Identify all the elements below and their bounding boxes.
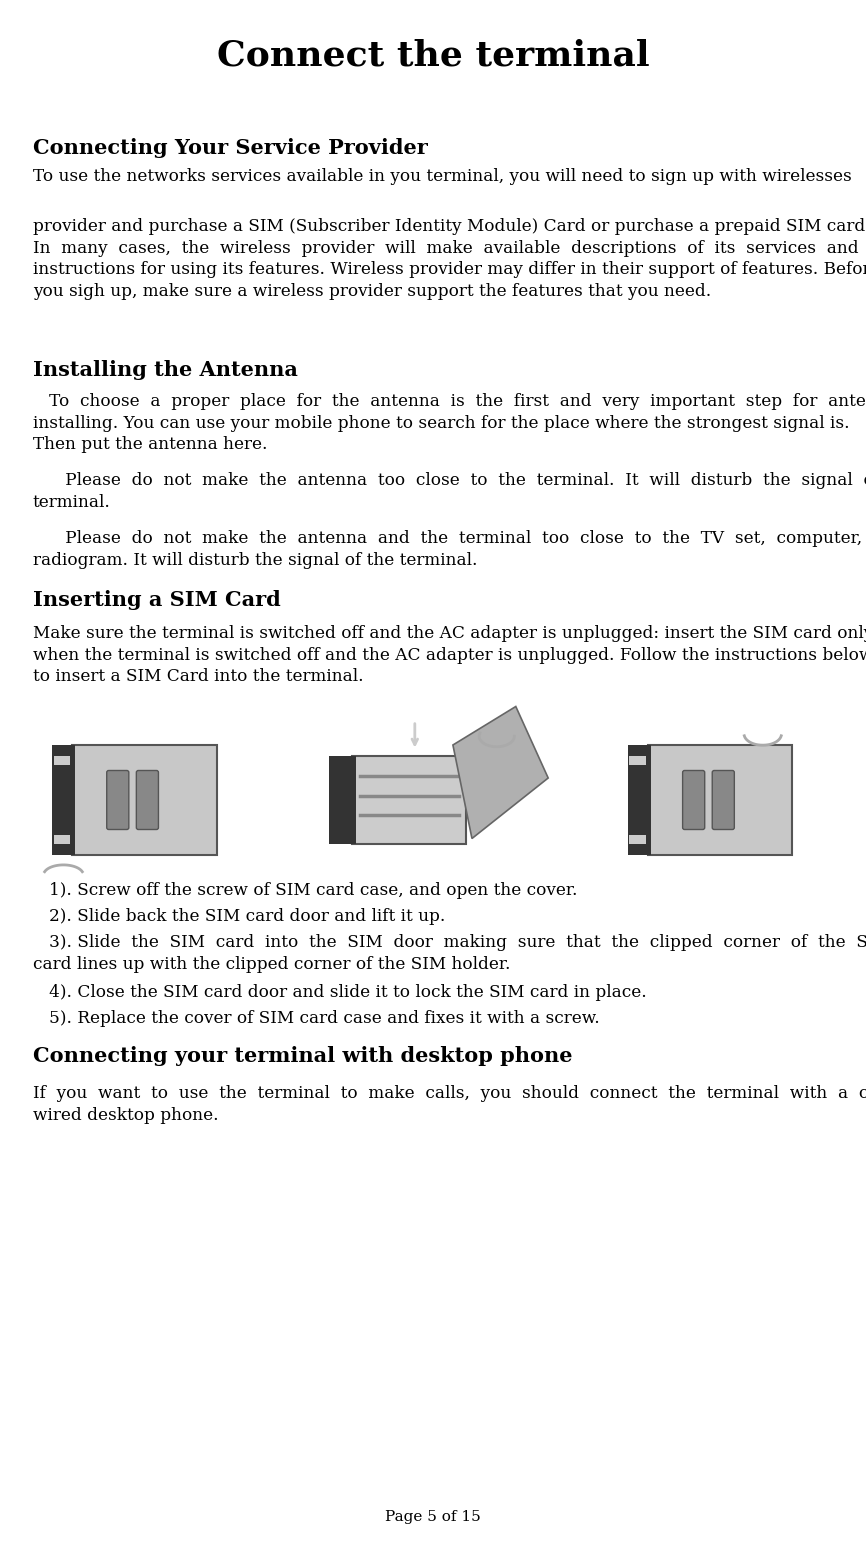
Text: 1). Screw off the screw of SIM card case, and open the cover.: 1). Screw off the screw of SIM card case… (33, 882, 578, 899)
Text: Installing the Antenna: Installing the Antenna (33, 360, 298, 381)
Bar (648, 746, 792, 855)
Text: Connecting Your Service Provider: Connecting Your Service Provider (33, 138, 428, 158)
Text: Connect the terminal: Connect the terminal (216, 39, 650, 73)
Bar (628, 746, 651, 855)
FancyBboxPatch shape (712, 770, 734, 829)
Text: Please  do  not  make  the  antenna  too  close  to  the  terminal.  It  will  d: Please do not make the antenna too close… (33, 472, 866, 511)
Bar (630, 835, 646, 845)
Text: To use the networks services available in you terminal, you will need to sign up: To use the networks services available i… (33, 169, 851, 186)
Text: Make sure the terminal is switched off and the AC adapter is unplugged: insert t: Make sure the terminal is switched off a… (33, 625, 866, 685)
Polygon shape (453, 707, 548, 838)
FancyBboxPatch shape (682, 770, 705, 829)
Text: 3). Slide  the  SIM  card  into  the  SIM  door  making  sure  that  the  clippe: 3). Slide the SIM card into the SIM door… (33, 934, 866, 973)
Text: 2). Slide back the SIM card door and lift it up.: 2). Slide back the SIM card door and lif… (33, 908, 445, 925)
Text: Please  do  not  make  the  antenna  and  the  terminal  too  close  to  the  TV: Please do not make the antenna and the t… (33, 531, 866, 569)
Text: If  you  want  to  use  the  terminal  to  make  calls,  you  should  connect  t: If you want to use the terminal to make … (33, 1084, 866, 1123)
Bar (52, 746, 75, 855)
Text: To  choose  a  proper  place  for  the  antenna  is  the  first  and  very  impo: To choose a proper place for the antenna… (33, 393, 866, 453)
Bar (54, 835, 70, 845)
Bar (72, 746, 216, 855)
Bar (329, 756, 356, 845)
Bar (352, 756, 466, 845)
Text: provider and purchase a SIM (Subscriber Identity Module) Card or purchase a prep: provider and purchase a SIM (Subscriber … (33, 218, 866, 300)
Bar (630, 756, 646, 764)
FancyBboxPatch shape (136, 770, 158, 829)
Text: Inserting a SIM Card: Inserting a SIM Card (33, 589, 281, 610)
Bar (54, 756, 70, 764)
FancyBboxPatch shape (107, 770, 129, 829)
Text: Connecting your terminal with desktop phone: Connecting your terminal with desktop ph… (33, 1046, 572, 1066)
Text: 4). Close the SIM card door and slide it to lock the SIM card in place.: 4). Close the SIM card door and slide it… (33, 984, 647, 1001)
Text: 5). Replace the cover of SIM card case and fixes it with a screw.: 5). Replace the cover of SIM card case a… (33, 1010, 599, 1027)
Text: Page 5 of 15: Page 5 of 15 (385, 1510, 481, 1524)
